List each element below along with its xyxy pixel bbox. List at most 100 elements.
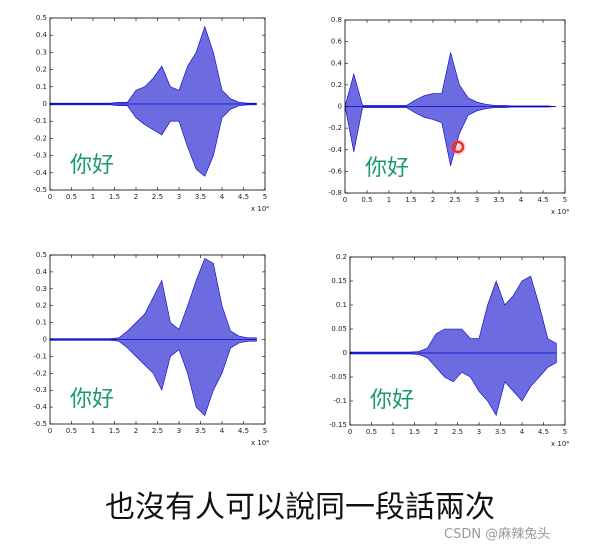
x-tick-label: 5 [563,196,567,204]
y-tick-label: 0 [338,103,342,111]
x-tick-label: 5 [263,427,267,435]
x-tick-label: 3.5 [495,428,506,436]
x-tick-label: 4 [520,428,525,436]
x-tick-label: 0.5 [66,427,77,435]
y-tick-label: 0.6 [331,38,343,46]
x-axis-multiplier: x 10⁴ [251,439,269,447]
x-tick-label: 2.5 [452,428,463,436]
x-tick-label: 3 [177,427,181,435]
y-tick-label: 0.1 [36,83,47,91]
x-tick-label: 4.5 [537,196,548,204]
x-tick-label: 1 [387,196,391,204]
x-tick-label: 1 [91,193,95,201]
x-tick-label: 0.5 [66,193,77,201]
y-tick-label: -0.2 [33,369,47,377]
x-tick-label: 0.5 [361,196,372,204]
x-tick-label: 1 [391,428,395,436]
y-tick-label: -0.1 [33,352,47,360]
x-tick-label: 4.5 [238,193,249,201]
y-tick-label: 0.05 [331,325,347,333]
waveform-envelope [349,275,557,354]
y-tick-label: -0.1 [333,397,347,405]
y-tick-label: -0.05 [329,373,347,381]
y-tick-label: 0.2 [336,253,347,261]
x-tick-label: 5 [563,428,567,436]
x-tick-label: 3 [475,196,479,204]
waveform-envelope [49,103,257,177]
x-tick-label: 1 [91,427,95,435]
x-tick-label: 2.5 [152,193,163,201]
x-tick-label: 2 [134,193,138,201]
y-tick-label: 0 [343,349,347,357]
y-tick-label: 0.15 [331,277,347,285]
waveform-envelope [49,25,257,105]
y-tick-label: -0.4 [33,169,47,177]
x-tick-label: 0 [48,427,52,435]
annotation: 你好 [365,156,409,181]
annotation: 你好 [370,388,414,413]
x-tick-label: 2.5 [152,427,163,435]
y-tick-label: 0 [43,100,47,108]
x-tick-label: 2 [434,428,438,436]
x-tick-label: 3.5 [195,427,206,435]
x-tick-label: 0.5 [366,428,377,436]
y-tick-label: -0.5 [33,420,47,428]
cursor-marker [451,140,465,154]
caption: 也沒有人可以說同一段話兩次 [105,490,495,525]
x-tick-label: 1.5 [109,427,120,435]
cursor-glow [450,139,466,155]
x-tick-label: 3 [177,193,181,201]
y-tick-label: -0.8 [328,189,342,197]
waveform-envelope [49,257,257,340]
y-tick-label: -0.3 [33,152,47,160]
y-tick-label: 0.2 [36,66,47,74]
x-axis-multiplier: x 10⁴ [251,205,269,213]
x-tick-label: 5 [263,193,267,201]
x-tick-label: 4 [220,427,225,435]
y-tick-label: 0.1 [36,319,47,327]
annotation: 你好 [70,153,114,178]
y-tick-label: -0.4 [33,403,47,411]
x-tick-label: 2 [431,196,435,204]
y-tick-label: -0.2 [33,134,47,142]
x-tick-label: 4 [519,196,524,204]
y-tick-label: 0.5 [36,14,47,22]
waveform-envelope [344,52,557,107]
x-tick-label: 4.5 [538,428,549,436]
y-tick-label: -0.2 [328,124,342,132]
waveform-envelope [349,352,557,417]
x-tick-label: 1.5 [405,196,416,204]
y-tick-label: 0.1 [336,301,347,309]
y-tick-label: 0.4 [331,59,343,67]
x-tick-label: 1.5 [109,193,120,201]
y-tick-label: 0.3 [36,285,47,293]
y-tick-label: 0.2 [331,81,342,89]
y-tick-label: 0.4 [36,31,48,39]
y-tick-label: -0.1 [33,117,47,125]
x-tick-label: 2 [134,427,138,435]
y-tick-label: -0.15 [329,421,347,429]
y-tick-label: -0.6 [328,167,342,175]
y-tick-label: 0.2 [36,302,47,310]
annotation: 你好 [70,387,114,412]
y-tick-label: -0.3 [33,386,47,394]
x-tick-label: 4 [220,193,225,201]
x-tick-label: 3 [477,428,481,436]
y-tick-label: 0 [43,336,47,344]
x-tick-label: 0 [348,428,352,436]
y-tick-label: 0.3 [36,48,47,56]
waveform-envelope [49,339,257,417]
y-tick-label: 0.8 [331,16,342,24]
x-tick-label: 1.5 [409,428,420,436]
y-tick-label: 0.5 [36,251,47,259]
y-tick-label: 0.4 [36,268,48,276]
x-tick-label: 0 [343,196,347,204]
x-axis-multiplier: x 10⁴ [551,208,569,216]
watermark: CSDN @麻辣兔头 [444,527,550,542]
x-axis-multiplier: x 10⁴ [551,440,569,448]
y-tick-label: -0.5 [33,186,47,194]
x-tick-label: 3.5 [195,193,206,201]
x-tick-label: 3.5 [493,196,504,204]
